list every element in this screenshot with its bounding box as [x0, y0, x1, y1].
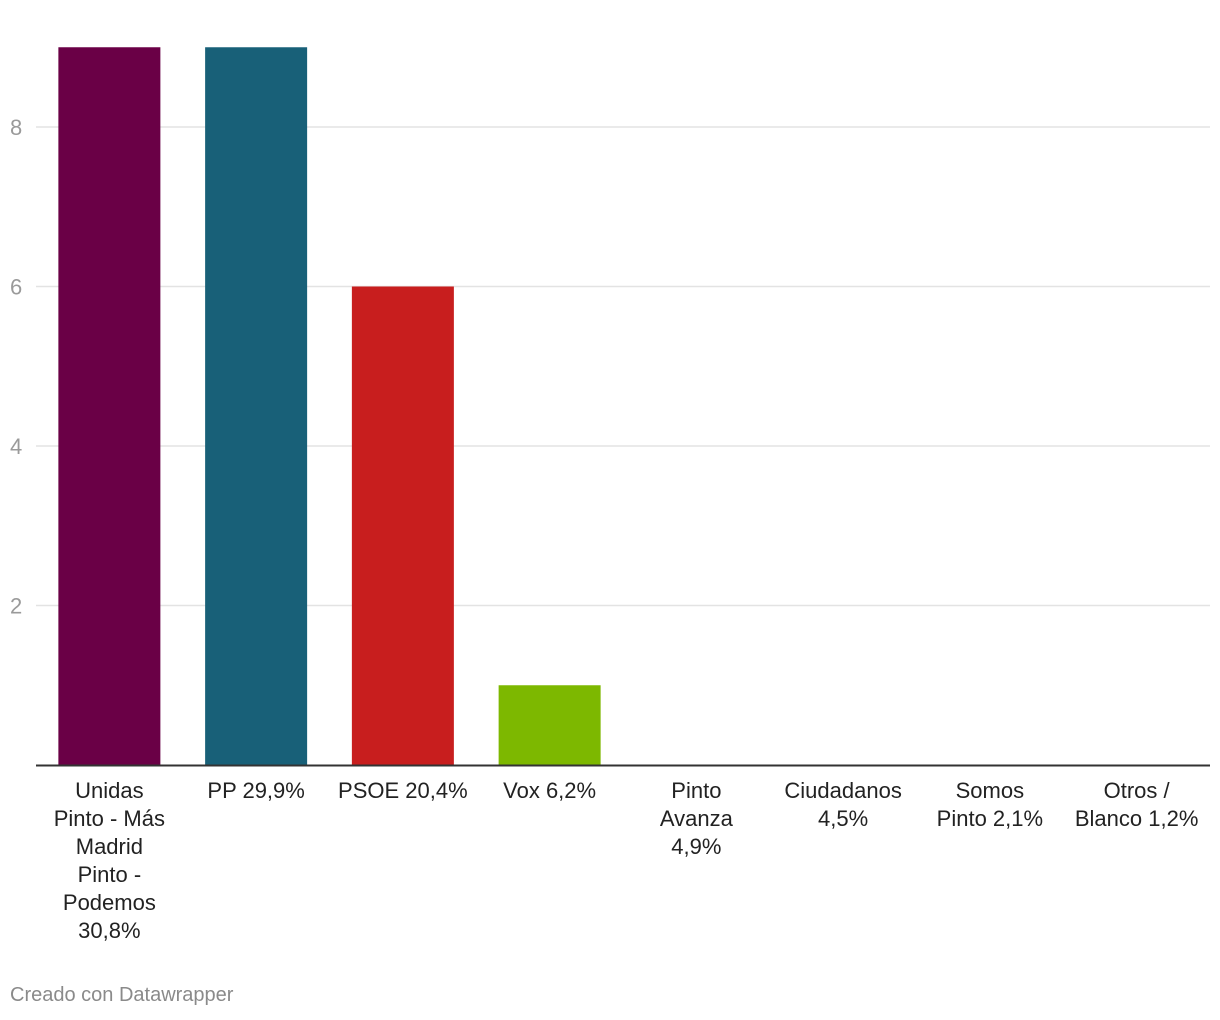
x-tick-label: PP 29,9%	[207, 778, 304, 803]
x-tick-label: Ciudadanos 4,5%	[784, 778, 901, 831]
y-tick-label: 6	[10, 275, 22, 300]
bar	[205, 47, 308, 765]
y-tick-label: 2	[10, 594, 22, 619]
bar	[498, 685, 601, 765]
x-tick-label: Somos Pinto 2,1%	[937, 778, 1043, 831]
x-tick-label: Unidas Pinto - Más Madrid Pinto -Podemos 30,…	[54, 778, 165, 943]
x-tick-label: Otros / Blanco 1,2%	[1075, 778, 1199, 831]
bar	[351, 286, 454, 765]
x-tick-label: PSOE 20,4%	[338, 778, 468, 803]
x-tick-label: Vox 6,2%	[503, 778, 596, 803]
y-tick-label: 4	[10, 434, 22, 459]
bar	[58, 47, 161, 765]
chart-credit: Creado con Datawrapper	[10, 984, 234, 1006]
y-tick-label: 8	[10, 115, 22, 140]
gridlines: 2 4 6 8	[10, 115, 1210, 619]
x-tick-label: Pinto Avanza 4,9%	[660, 778, 734, 859]
x-axis-labels: Unidas Pinto - Más Madrid Pinto -Podemos 30,…	[54, 778, 1199, 943]
bars	[58, 47, 601, 765]
